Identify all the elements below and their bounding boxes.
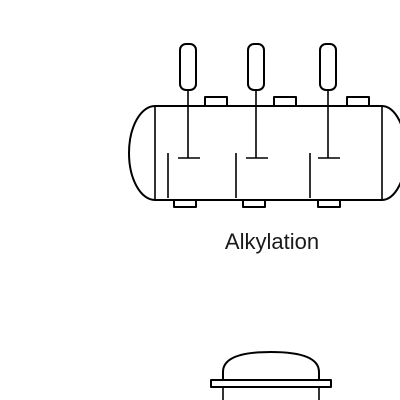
agitator-1 (178, 43, 200, 159)
agitator-motor-2 (247, 43, 265, 91)
reactor-body (128, 105, 400, 201)
top-nozzle-2 (273, 96, 297, 107)
agitator-motor-1 (179, 43, 197, 91)
top-nozzle-3 (346, 96, 370, 107)
vessel-flange (210, 379, 332, 388)
agitator-3 (318, 43, 340, 159)
vessel-partial[interactable] (210, 351, 332, 400)
alkylation-reactor[interactable]: Alkylation (128, 43, 400, 254)
alkylation-label: Alkylation (225, 229, 319, 254)
agitator-2 (246, 43, 268, 159)
top-nozzle-1 (204, 96, 228, 107)
agitator-motor-3 (319, 43, 337, 91)
vessel-dome (222, 351, 320, 381)
